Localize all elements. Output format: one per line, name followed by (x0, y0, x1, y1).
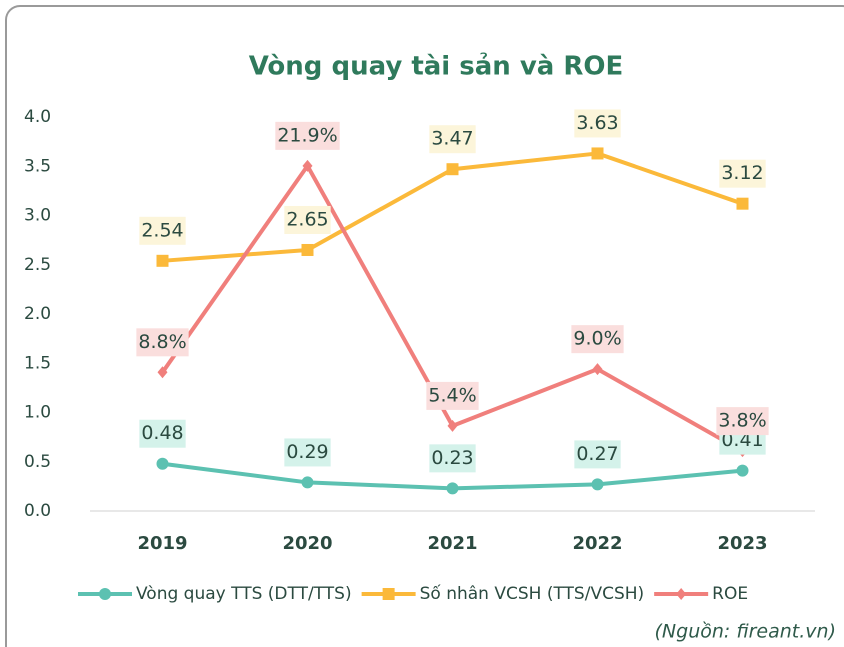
x-tick-label: 2020 (282, 533, 332, 554)
x-tick-label: 2022 (572, 533, 622, 554)
source-note: (Nguồn: fireant.vn) (655, 621, 836, 643)
data-label-bg (275, 121, 340, 150)
data-label-bg (136, 328, 189, 357)
data-label-bg (574, 109, 621, 138)
point (302, 159, 313, 172)
data-label: 2.65 (284, 205, 331, 234)
point (301, 243, 314, 256)
data-label-text: 3.63 (576, 112, 618, 134)
data-label-bg (716, 407, 769, 436)
point (446, 482, 459, 495)
data-label: 0.48 (139, 419, 186, 448)
data-label-text: 2.54 (141, 219, 183, 241)
legend-marker (676, 588, 687, 600)
y-tick-label: 2.0 (24, 304, 51, 324)
point (446, 163, 459, 176)
x-tick-label: 2021 (427, 533, 477, 554)
data-label: 5.4% (426, 381, 479, 410)
data-label-bg (284, 205, 331, 234)
x-tick-label: 2019 (137, 533, 187, 554)
y-tick-label: 1.5 (24, 353, 51, 373)
legend-marker (99, 588, 111, 600)
y-tick-label: 2.5 (24, 255, 51, 275)
data-label-bg (574, 440, 621, 469)
point (592, 363, 603, 376)
data-label-bg (719, 159, 766, 188)
y-tick-label: 1.0 (24, 403, 51, 423)
legend-marker (382, 588, 395, 600)
y-tick-label: 4.0 (24, 107, 51, 127)
point (591, 478, 604, 491)
data-label: 2.54 (139, 216, 186, 245)
data-label: 3.63 (574, 109, 621, 138)
point (591, 147, 604, 160)
data-label-text: 2.65 (286, 208, 328, 230)
data-label: 3.47 (429, 125, 476, 154)
y-tick-label: 0.0 (24, 501, 51, 521)
data-label: 21.9% (275, 121, 340, 150)
x-tick-label: 2023 (717, 533, 767, 554)
data-label-text: 3.12 (721, 162, 763, 184)
point (736, 197, 749, 210)
data-label-text: 8.8% (138, 331, 186, 353)
data-label: 9.0% (571, 325, 624, 354)
data-label: 0.27 (574, 440, 621, 469)
y-tick-label: 3.5 (24, 156, 51, 176)
legend-label: Vòng quay TTS (DTT/TTS) (136, 584, 352, 604)
data-label: 3.8% (716, 407, 769, 436)
data-label-bg (426, 381, 479, 410)
point (447, 419, 458, 432)
data-label: 0.29 (284, 438, 331, 467)
y-tick-label: 3.0 (24, 206, 51, 226)
point (156, 254, 169, 267)
data-label-text: 0.48 (141, 422, 183, 444)
legend-label: ROE (712, 584, 748, 604)
data-label-bg (571, 325, 624, 354)
data-label-text: 9.0% (573, 328, 621, 350)
data-label-bg (429, 125, 476, 154)
y-tick-label: 0.5 (24, 452, 51, 472)
data-label-text: 3.8% (718, 410, 766, 432)
point (301, 476, 314, 489)
data-label-bg (284, 438, 331, 467)
data-label-bg (139, 216, 186, 245)
data-label-bg (139, 419, 186, 448)
data-label-text: 0.27 (576, 443, 618, 465)
legend-label: Số nhân VCSH (TTS/VCSH) (420, 583, 645, 604)
data-label-text: 3.47 (431, 128, 473, 150)
data-label: 3.12 (719, 159, 766, 188)
point (736, 464, 749, 477)
chart-title: Vòng quay tài sản và ROE (249, 51, 624, 82)
legend: Vòng quay TTS (DTT/TTS) Số nhân VCSH (TTS… (78, 583, 748, 604)
data-label: 8.8% (136, 328, 189, 357)
data-label-text: 0.23 (431, 447, 473, 469)
point (156, 457, 169, 470)
data-label-text: 0.29 (286, 441, 328, 463)
data-label-bg (429, 444, 476, 473)
data-label-text: 5.4% (428, 384, 476, 406)
data-label: 0.23 (429, 444, 476, 473)
point (157, 366, 168, 379)
data-label-text: 21.9% (277, 124, 337, 146)
